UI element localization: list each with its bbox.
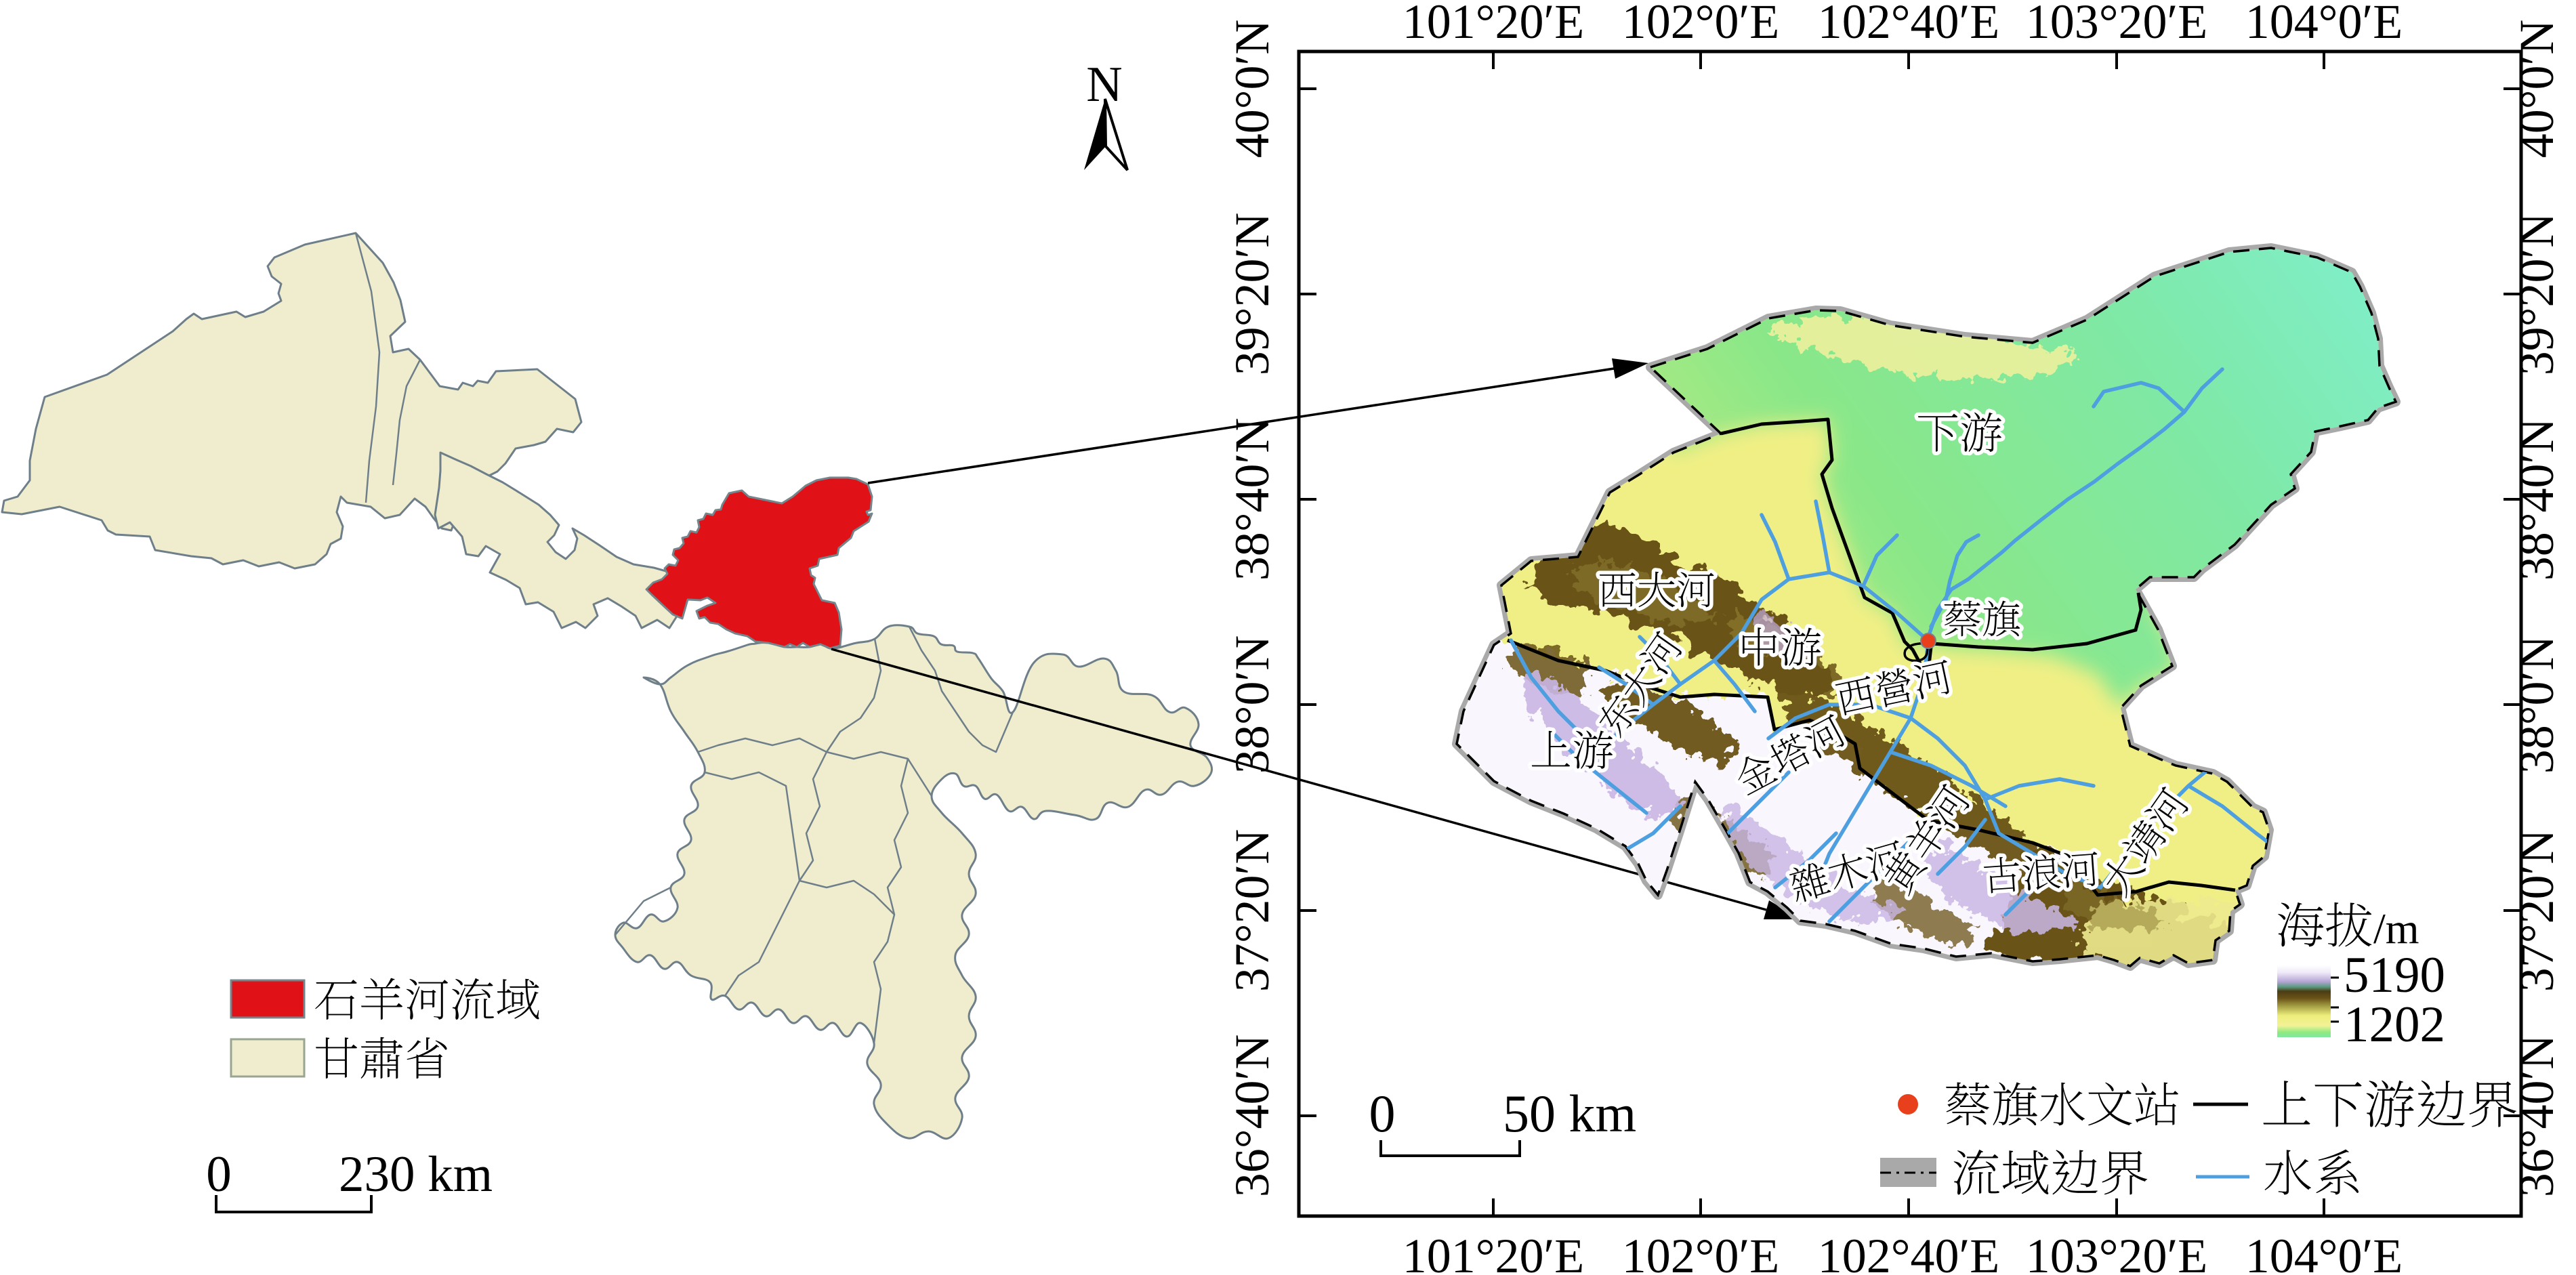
svg-text:36°40′N: 36°40′N	[2510, 1034, 2564, 1198]
svg-text:101°20′E: 101°20′E	[1403, 0, 1585, 49]
svg-text:36°40′N: 36°40′N	[1225, 1034, 1279, 1198]
svg-text:38°40′N: 38°40′N	[2510, 418, 2564, 581]
svg-text:102°40′E: 102°40′E	[1818, 1229, 2000, 1275]
svg-text:104°0′E: 104°0′E	[2245, 1229, 2403, 1275]
svg-text:1202: 1202	[2344, 997, 2445, 1053]
svg-text:102°0′E: 102°0′E	[1622, 0, 1780, 49]
svg-text:102°0′E: 102°0′E	[1622, 1229, 1780, 1275]
svg-text:40°0′N: 40°0′N	[2510, 20, 2564, 159]
svg-text:101°20′E: 101°20′E	[1403, 1229, 1585, 1275]
svg-text:50 km: 50 km	[1503, 1084, 1636, 1143]
svg-text:230 km: 230 km	[339, 1146, 493, 1203]
svg-text:5190: 5190	[2344, 947, 2445, 1003]
svg-text:38°0′N: 38°0′N	[2510, 635, 2564, 774]
svg-text:0: 0	[1369, 1084, 1396, 1143]
svg-text:0: 0	[206, 1146, 232, 1203]
svg-text:39°20′N: 39°20′N	[1225, 213, 1279, 376]
svg-text:38°0′N: 38°0′N	[1225, 635, 1279, 774]
svg-text:38°40′N: 38°40′N	[1225, 418, 1279, 581]
svg-text:40°0′N: 40°0′N	[1225, 20, 1279, 159]
svg-text:37°20′N: 37°20′N	[2510, 829, 2564, 992]
svg-text:37°20′N: 37°20′N	[1225, 829, 1279, 992]
svg-text:104°0′E: 104°0′E	[2245, 0, 2403, 49]
svg-text:103°20′E: 103°20′E	[2026, 1229, 2208, 1275]
svg-text:39°20′N: 39°20′N	[2510, 213, 2564, 376]
svg-text:/m: /m	[2373, 904, 2419, 953]
svg-text:103°20′E: 103°20′E	[2026, 0, 2208, 49]
svg-text:102°40′E: 102°40′E	[1818, 0, 2000, 49]
